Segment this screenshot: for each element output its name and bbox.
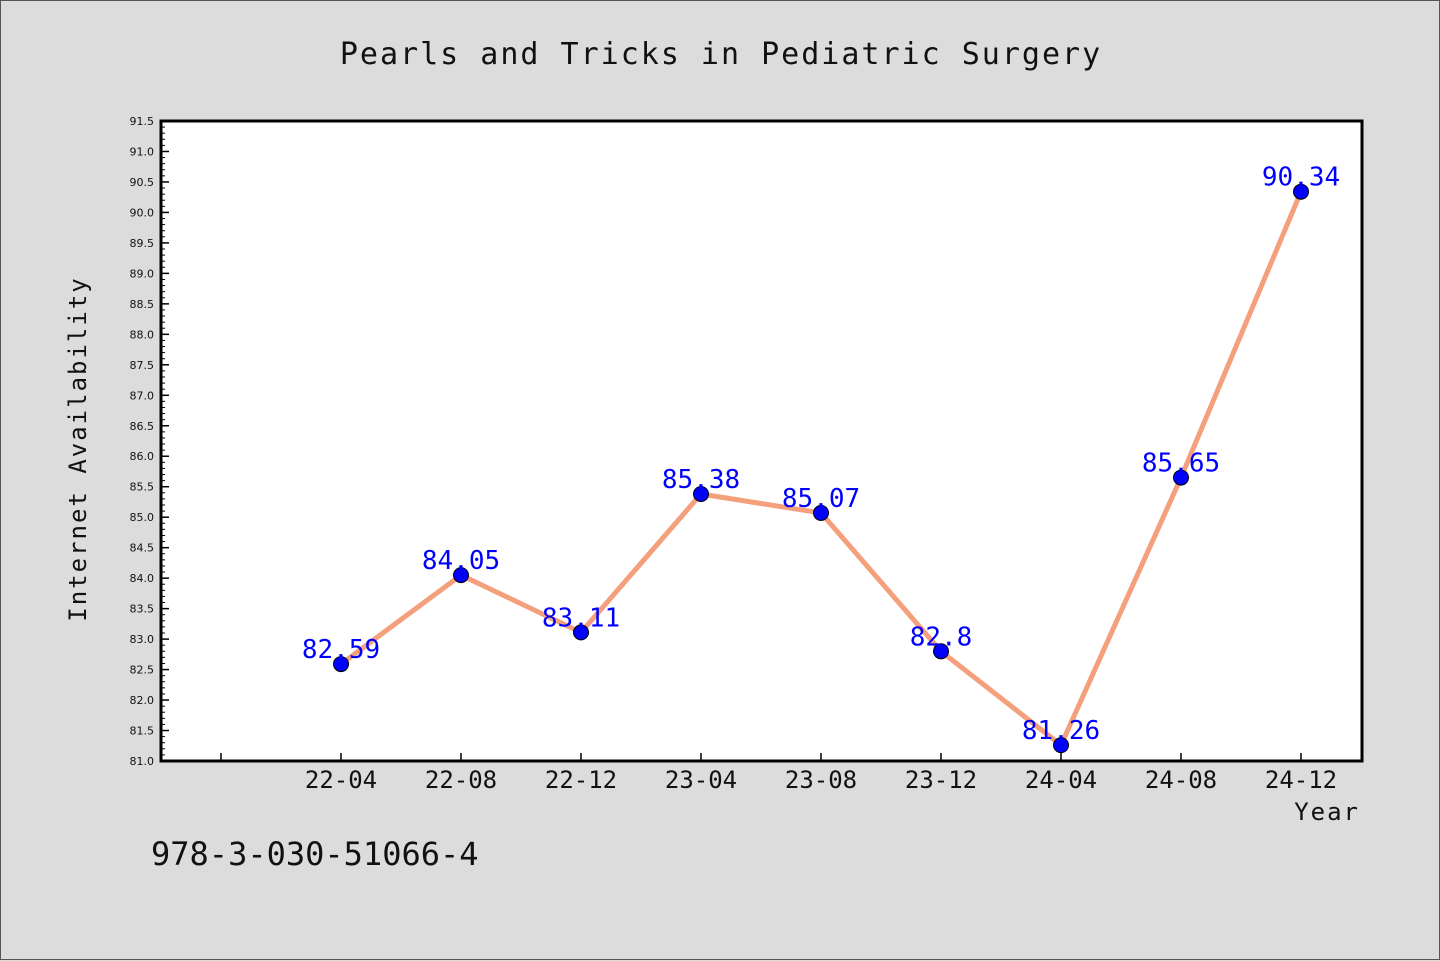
- x-tick-label: 23-12: [905, 766, 977, 794]
- data-label: 82.8: [910, 622, 973, 652]
- isbn-footer: 978-3-030-51066-4: [151, 835, 479, 873]
- data-point: [1053, 737, 1069, 754]
- y-tick-label: 85.5: [130, 481, 155, 494]
- x-tick-label: 24-12: [1265, 766, 1337, 794]
- x-axis: 22-04 22-08 22-12 23-04 23-08 23-12 24-04 24-08…: [220, 753, 1337, 794]
- x-tick-label: 22-04: [305, 766, 377, 794]
- y-tick-label: 90.5: [130, 176, 155, 189]
- x-tick-label: 23-04: [665, 766, 737, 794]
- data-label: 90.34: [1262, 163, 1340, 193]
- y-tick-label: 89.0: [130, 267, 155, 280]
- y-axis-title: Internet Availability: [64, 276, 92, 621]
- data-point: [1173, 469, 1189, 486]
- y-tick-label: 81.0: [130, 755, 155, 768]
- y-tick-label: 87.0: [130, 389, 155, 402]
- y-tick-label: 88.5: [130, 298, 155, 311]
- y-tick-label: 82.5: [130, 664, 155, 677]
- y-tick-label: 86.0: [130, 450, 155, 463]
- y-tick-label: 83.5: [130, 603, 155, 616]
- data-point: [693, 486, 709, 503]
- y-tick-label: 91.0: [130, 145, 155, 158]
- y-tick-label: 83.0: [130, 633, 155, 646]
- y-tick-label: 90.0: [130, 206, 155, 219]
- y-tick-label: 81.5: [130, 725, 155, 738]
- data-labels: 82.59 84.05 83.11 85.38 85.07 82.8 81.26 85.65 9…: [302, 163, 1340, 746]
- x-tick-label: 22-08: [425, 766, 497, 794]
- x-tick-label: 22-12: [545, 766, 617, 794]
- data-label: 83.11: [542, 603, 620, 633]
- y-tick-label: 84.0: [130, 572, 155, 585]
- x-tick-label: 23-08: [785, 766, 857, 794]
- y-tick-label: 82.0: [130, 694, 155, 707]
- data-points: [333, 183, 1309, 754]
- data-point: [453, 567, 469, 584]
- plot-area: [159, 119, 1364, 763]
- data-label: 85.65: [1142, 449, 1220, 479]
- y-tick-label: 84.5: [130, 542, 155, 555]
- data-label: 84.05: [422, 546, 500, 576]
- y-tick-label: 85.0: [130, 511, 155, 524]
- x-tick-label: 24-04: [1025, 766, 1097, 794]
- x-tick-label: 24-08: [1145, 766, 1217, 794]
- data-label: 82.59: [302, 635, 380, 665]
- chart-title: Pearls and Tricks in Pediatric Surgery: [340, 37, 1102, 72]
- data-point: [1293, 183, 1309, 200]
- y-axis: 81.0 81.5 82.0 82.5 83.0 83.5 84.0 84.5 85.0 85.5…: [130, 115, 169, 768]
- data-label: 85.07: [782, 484, 860, 514]
- y-tick-label: 86.5: [130, 420, 155, 433]
- y-tick-label: 89.5: [130, 237, 155, 250]
- data-label: 81.26: [1022, 716, 1100, 746]
- y-tick-label: 91.5: [130, 115, 155, 128]
- data-point: [573, 624, 589, 641]
- y-tick-label: 88.0: [130, 328, 155, 341]
- data-point: [333, 656, 349, 673]
- data-point: [813, 504, 829, 521]
- data-point: [933, 643, 949, 660]
- data-label: 85.38: [662, 465, 740, 495]
- y-tick-label: 87.5: [130, 359, 155, 372]
- x-axis-title: Year: [1294, 798, 1360, 826]
